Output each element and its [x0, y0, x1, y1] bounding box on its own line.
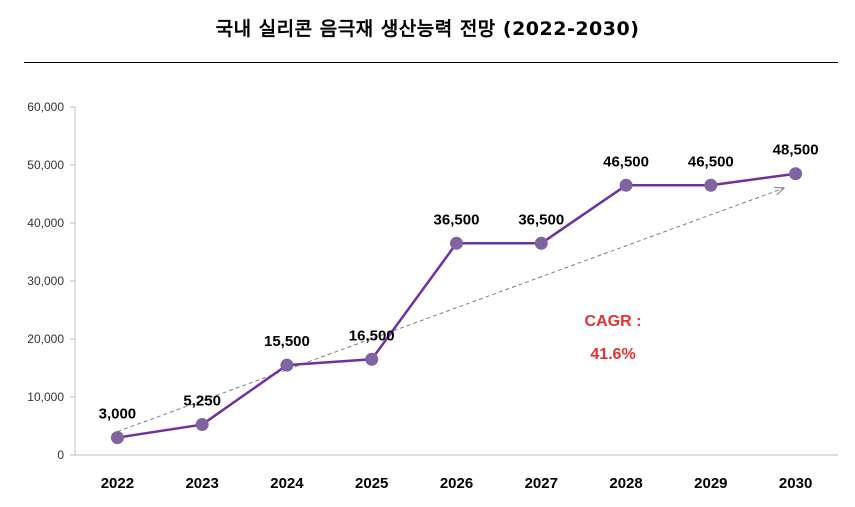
data-point-marker — [619, 178, 633, 192]
cagr-label: CAGR : — [585, 313, 642, 330]
x-tick-label: 2025 — [355, 475, 388, 492]
data-label: 16,500 — [349, 327, 395, 344]
data-point-marker — [534, 236, 548, 250]
x-tick-label: 2027 — [525, 475, 558, 492]
data-label: 15,500 — [264, 333, 310, 350]
data-label: 46,500 — [688, 153, 734, 170]
data-label: 48,500 — [773, 142, 819, 159]
cagr-trend-arrow — [117, 188, 783, 433]
x-tick-label: 2030 — [779, 475, 812, 492]
cagr-value: 41.6% — [590, 346, 635, 363]
x-tick-label: 2023 — [185, 475, 218, 492]
y-tick-label: 20,000 — [27, 332, 64, 346]
x-tick-label: 2029 — [694, 475, 727, 492]
data-label: 36,500 — [518, 211, 564, 228]
chart-title: 국내 실리콘 음극재 생산능력 전망 (2022-2030) — [215, 18, 640, 40]
title-underline — [24, 62, 838, 63]
x-tick-label: 2028 — [609, 475, 642, 492]
data-point-marker — [280, 358, 294, 372]
data-point-marker — [110, 431, 124, 445]
y-tick-label: 60,000 — [27, 100, 64, 114]
data-label: 5,250 — [183, 393, 221, 410]
data-point-marker — [789, 167, 803, 181]
data-point-marker — [450, 236, 463, 250]
y-tick-label: 50,000 — [27, 158, 64, 172]
data-point-marker — [195, 418, 209, 432]
x-tick-label: 2022 — [101, 475, 134, 492]
y-tick-label: 40,000 — [27, 216, 64, 230]
data-point-marker — [365, 352, 379, 366]
data-label: 3,000 — [99, 406, 137, 423]
data-label: 36,500 — [434, 211, 480, 228]
y-tick-label: 10,000 — [27, 390, 64, 404]
data-point-marker — [704, 178, 718, 192]
x-tick-label: 2024 — [270, 475, 304, 492]
y-tick-label: 30,000 — [27, 274, 64, 288]
x-tick-label: 2026 — [440, 475, 473, 492]
data-label: 46,500 — [603, 153, 649, 170]
y-tick-label: 0 — [57, 448, 64, 462]
